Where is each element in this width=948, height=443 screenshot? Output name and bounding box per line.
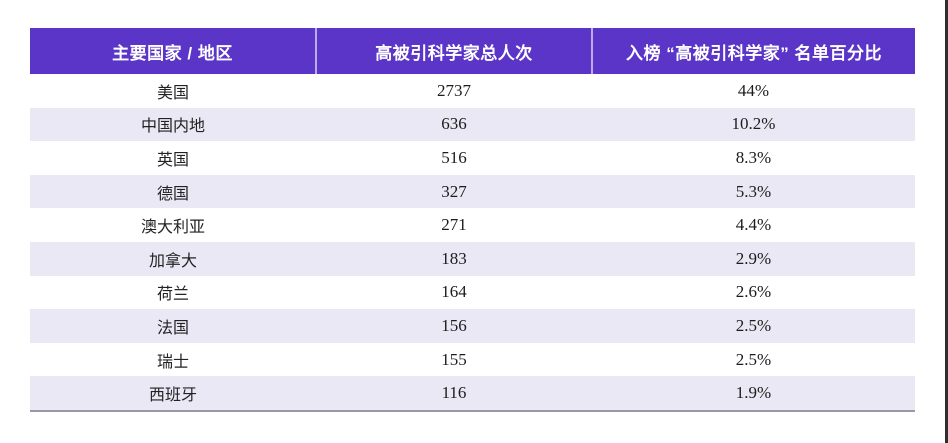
cell-count: 116 <box>441 383 467 403</box>
cell-country: 英国 <box>156 151 189 169</box>
table-row-netherlands: 荷兰 164 2.6% <box>30 275 915 310</box>
col-header-country-region: 主要国家 / 地区 <box>30 28 316 74</box>
cell-count: 327 <box>441 181 467 201</box>
cell-count: 516 <box>441 147 467 167</box>
cell-country: 西班牙 <box>148 387 197 405</box>
cell-percent: 2.9% <box>735 248 772 268</box>
cell-country: 荷兰 <box>156 286 189 304</box>
cell-count: 636 <box>441 114 467 134</box>
table-body: 美国 2737 44% 中国内地 636 10.2% 英国 516 8.3% 德… <box>30 74 915 411</box>
table-row-uk: 英国 516 8.3% <box>30 141 915 175</box>
table-row-china-mainland: 中国内地 636 10.2% <box>30 107 915 142</box>
col-header-list-percentage: 入榜 “高被引科学家” 名单百分比 <box>591 28 915 74</box>
table-row-australia: 澳大利亚 271 4.4% <box>30 208 915 242</box>
cell-country: 美国 <box>156 84 189 102</box>
cell-country: 瑞士 <box>156 353 189 371</box>
cell-percent: 2.5% <box>735 349 772 369</box>
cell-country: 加拿大 <box>148 252 197 270</box>
cell-count: 155 <box>441 349 467 369</box>
header-row: 主要国家 / 地区 高被引科学家总人次 入榜 “高被引科学家” 名单百分比 <box>30 28 915 74</box>
table-row-germany: 德国 327 5.3% <box>30 174 915 209</box>
cell-count: 164 <box>441 282 467 302</box>
cell-country: 德国 <box>156 185 189 203</box>
cell-percent: 44% <box>737 80 770 100</box>
table-row-france: 法国 156 2.5% <box>30 309 915 343</box>
table-row-spain: 西班牙 116 1.9% <box>30 376 915 411</box>
table-row-switzerland: 瑞士 155 2.5% <box>30 342 915 377</box>
col-header-total-scientists: 高被引科学家总人次 <box>315 28 592 74</box>
cell-count: 271 <box>441 215 467 235</box>
cell-count: 156 <box>441 315 467 335</box>
cell-count: 2737 <box>437 80 471 100</box>
cell-count: 183 <box>441 248 467 268</box>
cell-percent: 2.5% <box>735 315 772 335</box>
table-row-canada: 加拿大 183 2.9% <box>30 241 915 276</box>
cell-country: 法国 <box>156 319 189 337</box>
table-row-usa: 美国 2737 44% <box>30 74 915 108</box>
image-right-edge-line <box>945 0 948 443</box>
cell-percent: 2.6% <box>735 282 772 302</box>
cell-percent: 5.3% <box>735 181 772 201</box>
table-header: 主要国家 / 地区 高被引科学家总人次 入榜 “高被引科学家” 名单百分比 <box>30 28 915 74</box>
highly-cited-scientists-table: 主要国家 / 地区 高被引科学家总人次 入榜 “高被引科学家” 名单百分比 美国… <box>30 28 915 412</box>
cell-percent: 1.9% <box>735 383 772 403</box>
cell-country: 澳大利亚 <box>140 219 205 237</box>
cell-country: 中国内地 <box>140 118 205 136</box>
cell-percent: 8.3% <box>735 147 772 167</box>
cell-percent: 10.2% <box>731 114 776 134</box>
cell-percent: 4.4% <box>735 215 772 235</box>
